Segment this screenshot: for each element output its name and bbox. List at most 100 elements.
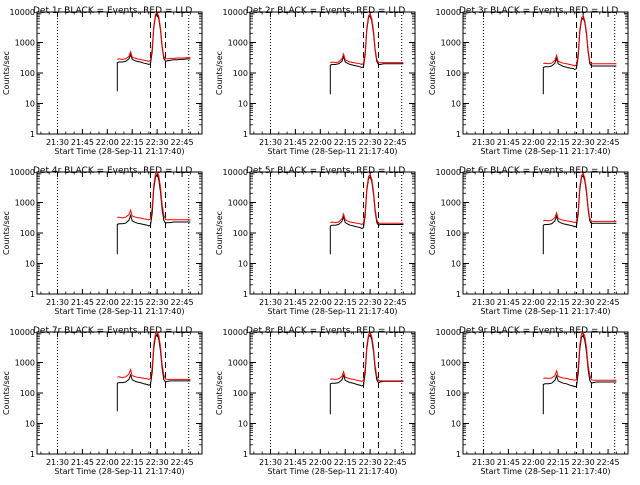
detector-panel: Det 7r BLACK = Events, RED = LLD 1 10 100 10…	[2, 326, 203, 476]
y-tick-label: 1	[243, 450, 248, 459]
x-tick-label: 22:30	[359, 138, 382, 147]
y-tick-label: 10	[25, 420, 35, 429]
y-tick-label: 10	[25, 260, 35, 269]
y-tick-label: 10	[451, 260, 461, 269]
x-tick-label: 22:00	[522, 138, 545, 147]
y-tick-label: 1000	[15, 39, 35, 48]
y-tick-label: 100	[20, 389, 35, 398]
x-axis-label: Start Time (28-Sep-11 21:17:40)	[480, 147, 610, 156]
y-tick-label: 1000	[15, 359, 35, 368]
y-tick-label: 1000	[15, 199, 35, 208]
lld-series-line	[543, 172, 617, 224]
y-tick-label: 1000	[228, 39, 248, 48]
plot-frame	[462, 11, 629, 135]
x-tick-label: 21:30	[46, 458, 69, 467]
x-tick-label: 21:45	[284, 138, 307, 147]
x-tick-label: 22:45	[384, 138, 407, 147]
y-tick-label: 10	[25, 100, 35, 109]
x-tick-label: 22:45	[597, 458, 620, 467]
y-tick-label: 100	[446, 229, 461, 238]
x-tick-label: 22:45	[171, 458, 194, 467]
plot-frame	[462, 331, 629, 455]
x-tick-label: 22:00	[96, 138, 119, 147]
x-tick-label: 21:30	[259, 458, 282, 467]
y-tick-label: 10000	[10, 168, 35, 177]
x-tick-label: 22:30	[359, 298, 382, 307]
y-tick-label: 100	[233, 69, 248, 78]
x-tick-label: 21:45	[497, 458, 520, 467]
lld-series-line	[117, 171, 191, 221]
x-tick-label: 22:30	[572, 298, 595, 307]
y-tick-label: 1	[243, 130, 248, 139]
plot-frame	[36, 11, 203, 135]
lld-series-line	[330, 331, 404, 382]
y-tick-label: 1	[30, 290, 35, 299]
y-tick-label: 1	[30, 130, 35, 139]
x-tick-label: 22:15	[121, 458, 144, 467]
x-tick-label: 21:45	[497, 298, 520, 307]
x-tick-label: 21:45	[71, 458, 94, 467]
x-tick-label: 22:45	[384, 298, 407, 307]
y-tick-label: 10000	[436, 328, 461, 337]
x-tick-label: 22:45	[171, 138, 194, 147]
detector-panel: Det 1r BLACK = Events, RED = LLD 1 10 100 10…	[2, 6, 203, 156]
x-tick-label: 22:30	[146, 138, 169, 147]
y-tick-label: 1	[456, 450, 461, 459]
y-axis-label: Counts/sec	[215, 211, 224, 255]
y-tick-label: 100	[446, 69, 461, 78]
panel-title: Det 2r BLACK = Events, RED = LLD	[246, 6, 405, 16]
x-axis-label: Start Time (28-Sep-11 21:17:40)	[267, 307, 397, 316]
y-tick-label: 10	[238, 420, 248, 429]
x-tick-label: 21:45	[497, 138, 520, 147]
y-tick-label: 10000	[10, 8, 35, 17]
panel-title: Det 6r BLACK = Events, RED = LLD	[459, 166, 618, 176]
plot-frame	[249, 331, 416, 455]
y-tick-label: 1000	[228, 359, 248, 368]
panel-title: Det 8r BLACK = Events, RED = LLD	[246, 326, 405, 336]
x-tick-label: 21:30	[472, 458, 495, 467]
x-axis-label: Start Time (28-Sep-11 21:17:40)	[267, 467, 397, 476]
x-tick-label: 22:15	[334, 138, 357, 147]
x-tick-label: 21:30	[259, 138, 282, 147]
panel-title: Det 4r BLACK = Events, RED = LLD	[33, 166, 192, 176]
plot-frame	[36, 171, 203, 295]
x-tick-label: 22:00	[522, 458, 545, 467]
lld-series-line	[330, 173, 404, 226]
x-tick-label: 21:30	[472, 138, 495, 147]
x-tick-label: 21:45	[71, 298, 94, 307]
x-tick-label: 22:15	[547, 138, 570, 147]
x-tick-label: 22:45	[597, 138, 620, 147]
y-axis-label: Counts/sec	[428, 371, 437, 415]
x-tick-label: 21:30	[46, 298, 69, 307]
x-axis-label: Start Time (28-Sep-11 21:17:40)	[54, 307, 184, 316]
y-axis-label: Counts/sec	[215, 371, 224, 415]
x-tick-label: 22:15	[334, 298, 357, 307]
y-tick-label: 1000	[441, 199, 461, 208]
x-tick-label: 22:15	[334, 458, 357, 467]
x-tick-label: 22:45	[384, 458, 407, 467]
y-axis-label: Counts/sec	[2, 211, 11, 255]
y-tick-label: 100	[20, 229, 35, 238]
x-tick-label: 22:00	[96, 458, 119, 467]
y-axis-label: Counts/sec	[2, 371, 11, 415]
y-axis-label: Counts/sec	[428, 211, 437, 255]
y-tick-label: 10	[238, 100, 248, 109]
y-tick-label: 10000	[436, 168, 461, 177]
y-tick-label: 1000	[441, 359, 461, 368]
x-tick-label: 22:00	[309, 298, 332, 307]
x-tick-label: 22:30	[146, 458, 169, 467]
y-tick-label: 100	[20, 69, 35, 78]
x-tick-label: 22:30	[146, 298, 169, 307]
y-tick-label: 10000	[223, 328, 248, 337]
plot-frame	[462, 171, 629, 295]
panel-title: Det 9r BLACK = Events, RED = LLD	[459, 326, 618, 336]
x-tick-label: 22:15	[547, 458, 570, 467]
x-tick-label: 22:00	[309, 138, 332, 147]
panel-title: Det 5r BLACK = Events, RED = LLD	[246, 166, 405, 176]
x-axis-label: Start Time (28-Sep-11 21:17:40)	[54, 147, 184, 156]
x-tick-label: 22:15	[121, 298, 144, 307]
x-tick-label: 21:30	[259, 298, 282, 307]
x-tick-label: 22:45	[171, 298, 194, 307]
